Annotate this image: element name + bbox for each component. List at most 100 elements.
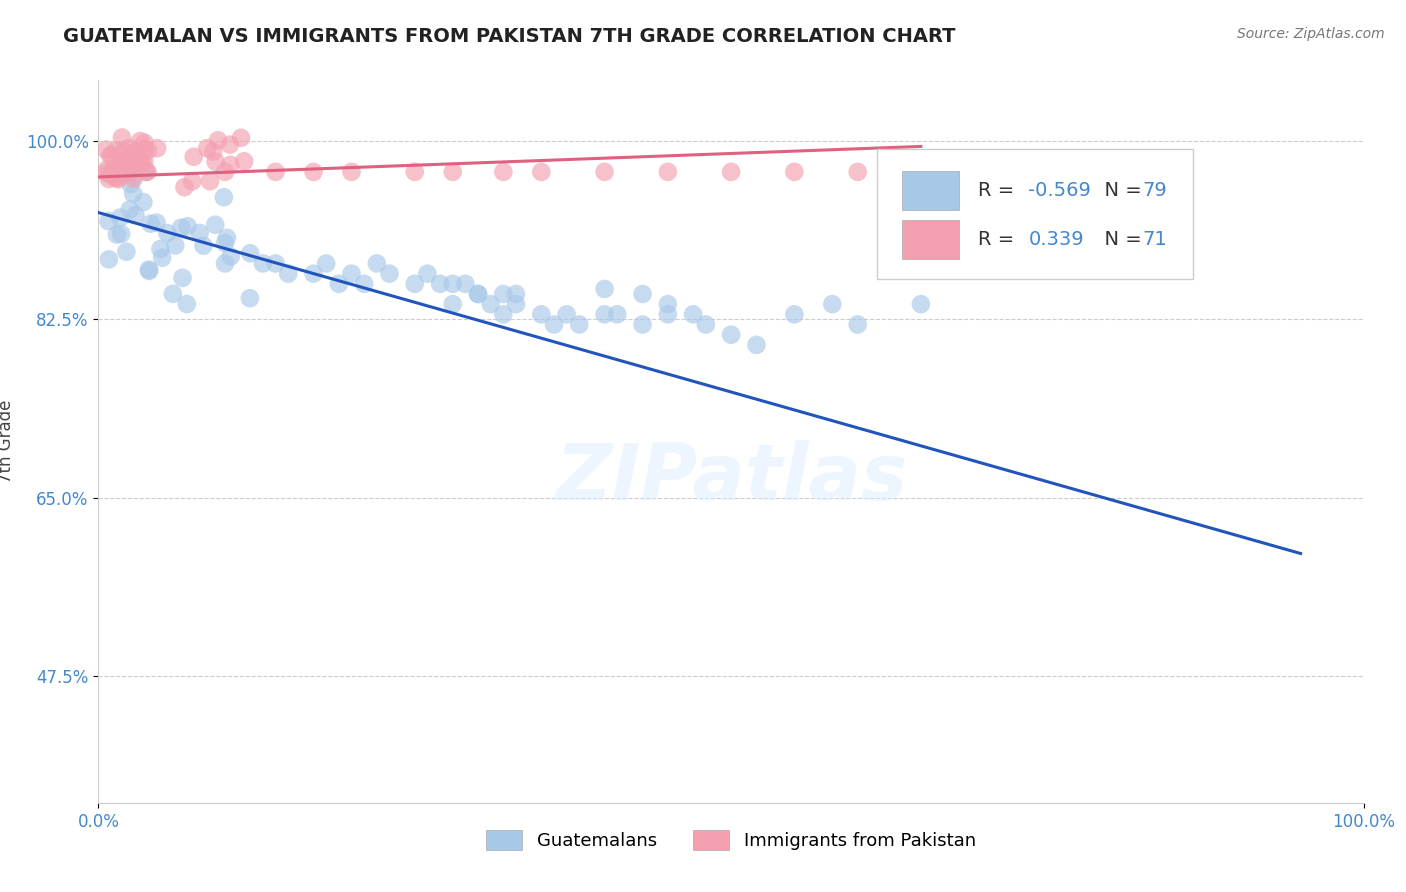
Point xyxy=(340,267,363,281)
Point xyxy=(128,154,150,169)
Point xyxy=(366,256,388,270)
Text: 71: 71 xyxy=(1142,230,1167,249)
Point xyxy=(145,216,167,230)
Point xyxy=(104,170,127,185)
Point xyxy=(118,156,141,170)
Point xyxy=(134,154,156,169)
Point xyxy=(110,227,132,241)
Point xyxy=(505,287,527,301)
Point xyxy=(117,161,139,176)
Point xyxy=(219,137,242,152)
Point xyxy=(720,327,742,342)
Point xyxy=(146,141,169,155)
Point xyxy=(105,158,128,172)
Point xyxy=(107,172,129,186)
Point xyxy=(441,277,464,291)
Point xyxy=(112,160,135,174)
Point xyxy=(454,277,477,291)
Point xyxy=(149,242,172,256)
Point xyxy=(492,287,515,301)
Point xyxy=(114,166,136,180)
Point xyxy=(657,165,679,179)
Point xyxy=(132,195,155,210)
Point xyxy=(340,165,363,179)
Point xyxy=(176,219,198,234)
Point xyxy=(530,307,553,321)
Point xyxy=(404,165,426,179)
Point xyxy=(188,226,211,240)
Point xyxy=(107,162,129,177)
Text: ZIPatlas: ZIPatlas xyxy=(555,440,907,516)
Point xyxy=(118,141,141,155)
Point xyxy=(94,143,117,157)
Point xyxy=(631,287,654,301)
Point xyxy=(568,318,591,332)
Point xyxy=(846,165,869,179)
Point xyxy=(112,144,135,158)
Text: 0.339: 0.339 xyxy=(1028,230,1084,249)
Point xyxy=(120,158,142,172)
Point xyxy=(467,287,489,301)
Point xyxy=(124,153,146,167)
Point xyxy=(100,149,122,163)
Point xyxy=(657,307,679,321)
Point xyxy=(131,153,153,168)
Point xyxy=(233,154,256,169)
Text: GUATEMALAN VS IMMIGRANTS FROM PAKISTAN 7TH GRADE CORRELATION CHART: GUATEMALAN VS IMMIGRANTS FROM PAKISTAN 7… xyxy=(63,27,956,45)
Point xyxy=(94,166,117,180)
Point xyxy=(122,152,145,166)
Point xyxy=(593,165,616,179)
Point xyxy=(204,154,226,169)
Point xyxy=(207,133,229,147)
Point xyxy=(1036,165,1059,179)
Y-axis label: 7th Grade: 7th Grade xyxy=(0,400,14,483)
Point xyxy=(657,297,679,311)
Point xyxy=(118,202,141,217)
Point xyxy=(492,307,515,321)
Point xyxy=(138,264,160,278)
Point xyxy=(122,186,145,201)
Point xyxy=(135,165,157,179)
Point xyxy=(846,318,869,332)
Point xyxy=(97,252,120,267)
Point xyxy=(328,277,350,291)
Point xyxy=(115,244,138,259)
Point xyxy=(429,277,451,291)
Point xyxy=(103,162,125,177)
Point xyxy=(783,307,806,321)
Text: N =: N = xyxy=(1092,230,1147,249)
Point xyxy=(96,162,118,177)
Point xyxy=(441,165,464,179)
Point xyxy=(124,208,146,222)
Text: N =: N = xyxy=(1092,180,1147,200)
Point xyxy=(505,297,527,311)
Point xyxy=(112,154,135,169)
Point xyxy=(181,174,204,188)
Point xyxy=(103,164,125,178)
FancyBboxPatch shape xyxy=(903,170,959,211)
Point xyxy=(821,297,844,311)
FancyBboxPatch shape xyxy=(877,149,1192,279)
Point xyxy=(219,158,242,172)
Point xyxy=(214,256,236,270)
Text: 79: 79 xyxy=(1142,180,1167,200)
Point xyxy=(530,165,553,179)
Point xyxy=(204,218,226,232)
Point xyxy=(105,144,128,158)
Point xyxy=(606,307,628,321)
Point xyxy=(631,318,654,332)
Point xyxy=(353,277,375,291)
Point xyxy=(193,238,215,252)
Point xyxy=(264,256,287,270)
Point xyxy=(118,160,141,174)
Point xyxy=(156,226,179,240)
Text: R =: R = xyxy=(977,230,1026,249)
Point xyxy=(98,148,121,162)
Point xyxy=(150,251,173,265)
Point xyxy=(315,256,337,270)
Point xyxy=(110,147,132,161)
Point xyxy=(479,297,502,311)
Point xyxy=(593,282,616,296)
Point xyxy=(124,145,146,160)
Point xyxy=(120,177,142,191)
